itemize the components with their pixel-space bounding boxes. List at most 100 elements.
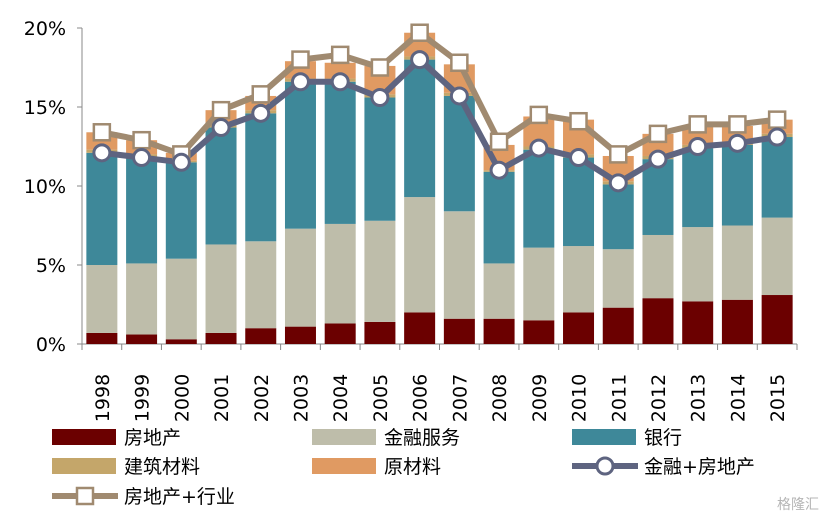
y-tick-label: 15% [24,97,66,119]
bar-segment [404,312,436,344]
bar-segment [205,244,237,333]
x-tick-label: 2005 [370,374,392,422]
legend-marker-circle [595,456,615,476]
line-marker-square [211,100,231,120]
legend-marker-square [75,486,95,506]
line-marker-circle [727,133,747,153]
x-tick-label: 1999 [132,374,154,422]
legend-label: 金融服务 [384,427,460,449]
line-marker-circle [251,103,271,123]
line-marker-square [450,53,469,73]
bar-segment [563,157,595,247]
line-marker-circle [370,88,390,108]
line-marker-circle [92,143,112,163]
bar-segment [563,312,595,344]
line-marker-square [728,115,747,134]
line-marker-circle [410,50,430,70]
bar-segment [86,152,118,265]
x-tick-label: 2000 [171,374,193,422]
y-tick-label: 0% [36,334,66,356]
legend-item: 房地产+行业 [52,486,235,508]
bar-segment [364,97,396,221]
line-marker-square [489,132,509,152]
bar-segment [443,211,475,319]
x-tick-label: 2009 [529,374,551,422]
x-tick-label: 2011 [608,374,630,422]
x-tick-label: 1998 [92,374,114,422]
bar-segment [205,127,237,245]
bar-segment [761,137,793,218]
x-tick-label: 2010 [569,374,591,422]
bar-segment [642,234,674,299]
bar-segment [324,223,356,324]
x-tick-label: 2004 [330,374,352,422]
x-tick-label: 2003 [290,374,312,422]
x-tick-label: 2002 [251,374,273,422]
watermark-logo: 格隆汇 [777,497,819,513]
line-marker-square [648,124,668,144]
line-marker-circle [569,148,589,168]
bar-segment [602,307,634,344]
legend-swatch [312,458,376,474]
x-tick-label: 2014 [727,374,749,422]
bar-segment [682,227,714,302]
line-marker-circle [489,160,509,180]
bar-segment [563,246,595,313]
line-marker-square [251,85,270,104]
bar-segment [126,263,158,335]
legend-swatch [312,429,376,445]
legend-label: 金融+房地产 [644,456,755,478]
bar-segment [126,157,158,264]
line-marker-circle [132,148,152,168]
bar-segment [364,220,396,322]
y-tick-label: 5% [36,255,66,277]
line-marker-circle [449,86,469,106]
legend-item: 银行 [572,427,682,449]
line-marker-circle [648,149,668,169]
bar-segment [324,81,356,224]
x-tick-label: 2001 [211,374,233,422]
y-tick-label: 20% [24,18,66,40]
line-marker-square [569,111,588,131]
x-tick-label: 2006 [410,374,432,422]
y-tick-label: 10% [24,176,66,198]
legend-label: 房地产+行业 [124,486,235,508]
line-marker-circle [767,127,787,147]
bar-segment [761,217,793,296]
bar-segment [364,321,396,344]
bar-segment [284,228,316,327]
legend-label: 银行 [644,427,682,449]
line-marker-square [529,105,549,125]
line-marker-circle [529,138,549,158]
x-tick-label: 2008 [489,374,511,422]
bar-segment [404,59,436,198]
bar-segment [443,318,475,344]
legend-swatch [52,429,116,445]
bar-segment [682,301,714,344]
line-marker-circle [688,137,708,156]
bar-segment [523,149,555,248]
legend-item: 原材料 [312,456,441,478]
x-tick-label: 2015 [767,374,789,422]
line-marker-square [370,58,390,77]
bar-segment [324,323,356,344]
bar-segment [165,339,197,344]
bar-segment [721,299,753,344]
bar-segment [602,184,634,250]
bar-segment [324,62,356,79]
bar-segment [682,148,714,228]
legend-label: 原材料 [384,456,441,478]
x-tick-label: 2013 [688,374,710,422]
line-marker-square [132,130,151,150]
legend-item: 建筑材料 [52,456,200,478]
bar-segment [721,144,753,226]
bar-segment [86,332,118,344]
bar-segment [404,197,436,313]
bar-segment [642,298,674,344]
bar-segment [483,318,515,344]
line-marker-square [688,115,707,134]
bar-segment [245,241,277,329]
bar-segment [642,159,674,235]
bar-segment [602,249,634,308]
